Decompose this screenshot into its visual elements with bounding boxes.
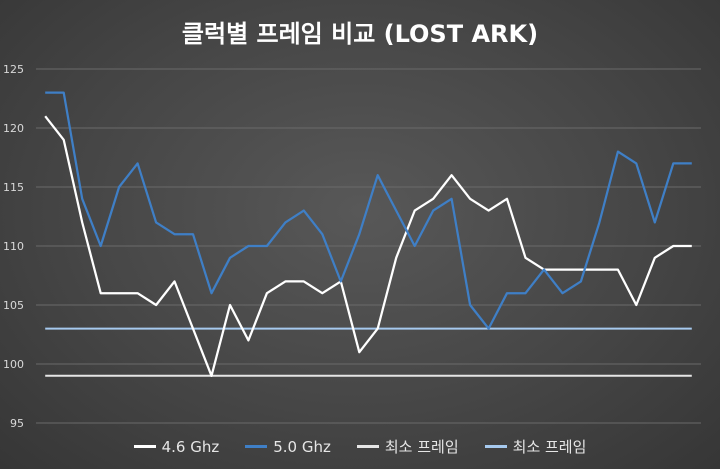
y-tick-label-105: 105 <box>3 299 24 312</box>
legend-item-4: 최소 프레임 <box>484 436 587 457</box>
legend-swatch-2 <box>245 445 268 448</box>
y-tick-label-95: 95 <box>10 417 24 430</box>
legend-swatch-4 <box>484 445 507 448</box>
legend-label-4: 최소 프레임 <box>512 438 587 456</box>
legend: 4.6 Ghz 5.0 Ghz 최소 프레임 최소 프레임 <box>0 436 720 457</box>
legend-label-3: 최소 프레임 <box>384 438 459 456</box>
legend-swatch-3 <box>356 445 379 448</box>
y-tick-label-120: 120 <box>3 122 24 135</box>
y-tick-label-100: 100 <box>3 358 24 371</box>
legend-label-1: 4.6 Ghz <box>161 437 220 456</box>
chart-title: 클럭별 프레임 비교 (LOST ARK) <box>181 20 539 48</box>
legend-item-3: 최소 프레임 <box>356 436 459 457</box>
legend-item-2: 5.0 Ghz <box>245 436 331 457</box>
legend-item-1: 4.6 Ghz <box>133 436 220 457</box>
series-lines <box>44 91 692 377</box>
y-tick-label-125: 125 <box>3 63 24 76</box>
legend-label-2: 5.0 Ghz <box>273 437 331 456</box>
gridlines <box>36 68 701 424</box>
y-tick-label-110: 110 <box>3 240 24 253</box>
y-tick-label-115: 115 <box>3 181 24 194</box>
legend-swatch-1 <box>133 445 156 448</box>
y-axis-ticks: 95 100 105 110 115 120 125 <box>3 63 24 430</box>
series-line-2 <box>45 91 692 330</box>
